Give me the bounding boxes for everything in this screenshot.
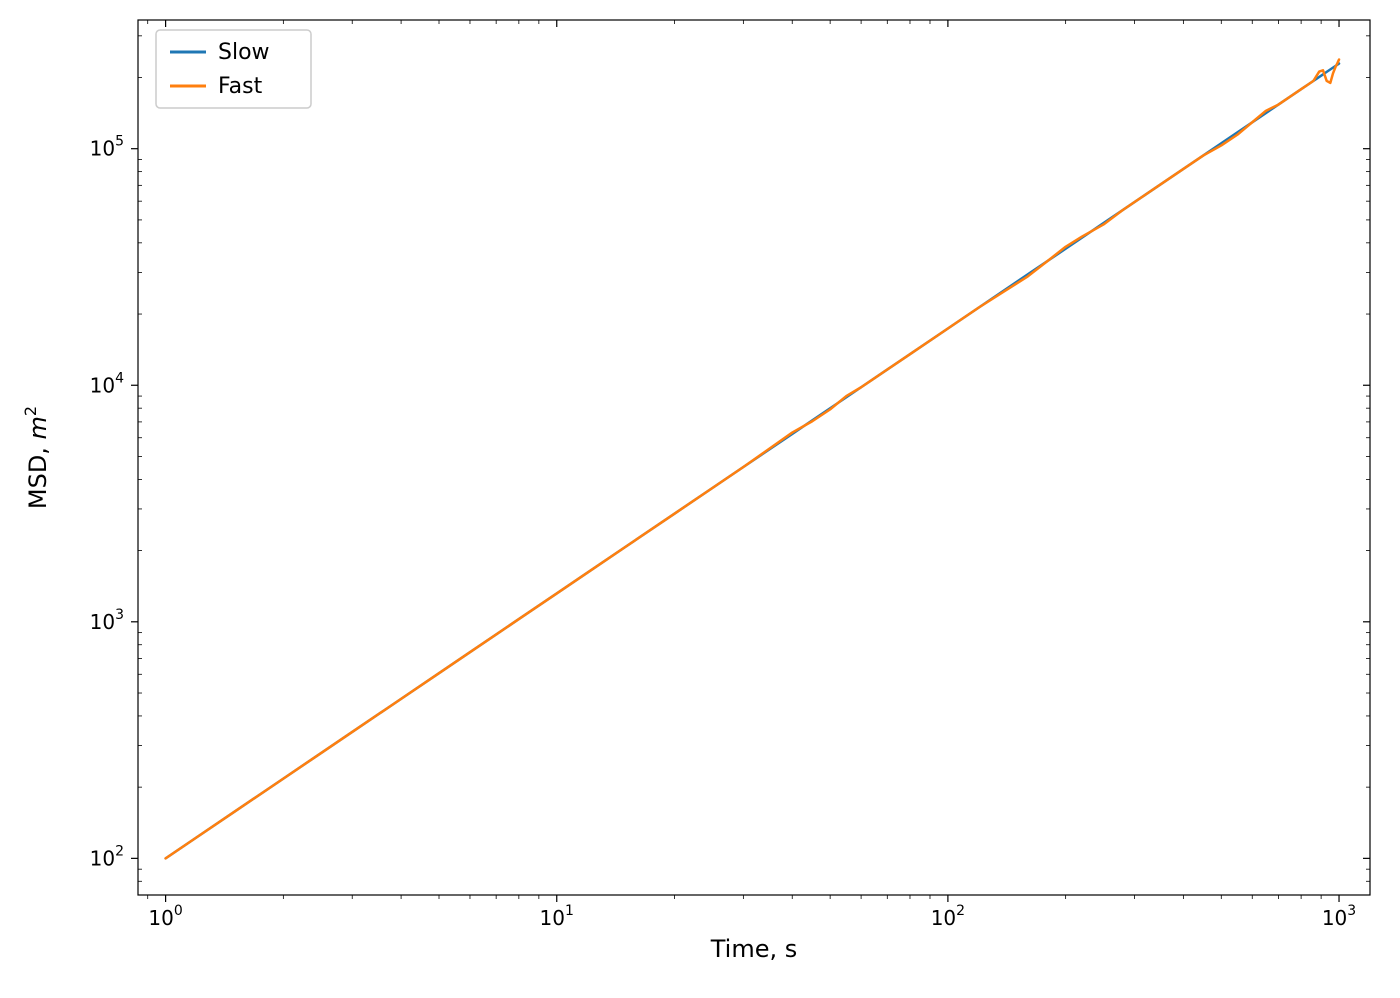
y-tick-label: 104 — [90, 370, 124, 397]
legend: Slow Fast — [156, 30, 311, 108]
x-tick-label: 101 — [540, 903, 574, 930]
series-fast — [166, 60, 1339, 859]
y-tick-label: 105 — [90, 134, 124, 161]
x-tick-label: 102 — [931, 903, 965, 930]
legend-label: Fast — [218, 74, 263, 99]
legend-label: Slow — [218, 40, 270, 65]
x-tick-label: 103 — [1322, 903, 1356, 930]
msd-chart: 100 101 102 103 102 103 104 105 Time, s MSD, m2 Sl… — [0, 0, 1400, 998]
y-tick-label: 103 — [90, 607, 124, 634]
y-axis-label: MSD, m2 — [21, 406, 52, 509]
chart-svg: 100 101 102 103 102 103 104 105 Time, s MSD, m2 Sl… — [0, 0, 1400, 998]
x-axis-label: Time, s — [710, 935, 798, 963]
x-tick-label: 100 — [148, 903, 182, 930]
y-tick-label: 102 — [90, 843, 124, 870]
